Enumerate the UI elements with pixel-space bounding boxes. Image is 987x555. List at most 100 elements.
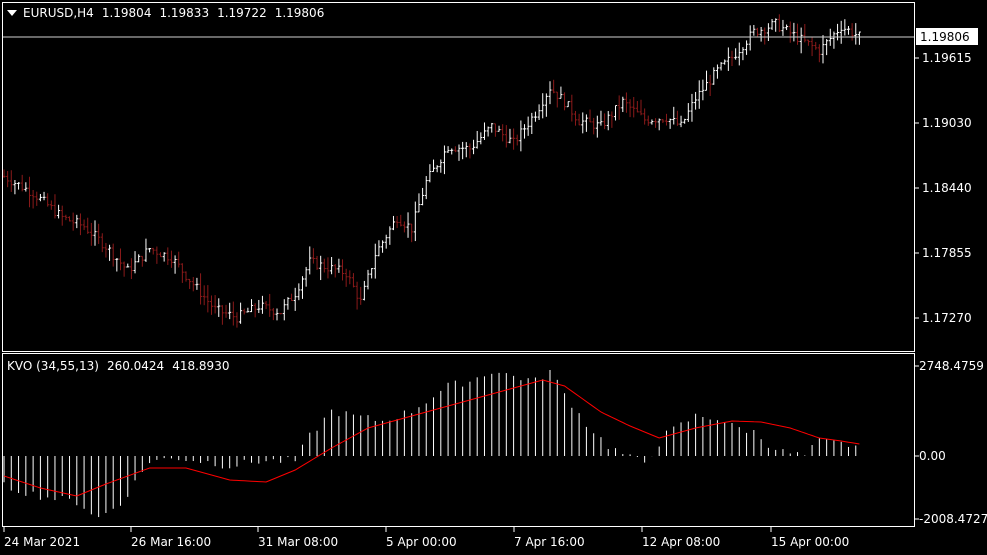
ohlc-bar	[330, 257, 334, 275]
ohlc-bar	[188, 278, 192, 289]
ohlc-bar	[162, 252, 166, 262]
ohlc-bar	[333, 264, 337, 278]
ohlc-bar	[104, 242, 108, 258]
ohlc-bar	[155, 246, 159, 264]
ohlc-bar	[417, 193, 421, 213]
ohlc-bar	[341, 259, 345, 281]
ohlc-bar	[752, 24, 756, 36]
ohlc-bar	[759, 27, 763, 42]
ohlc-bar	[366, 269, 370, 290]
ohlc-bar	[82, 219, 86, 231]
time-tick-label: 24 Mar 2021	[4, 535, 80, 549]
open-value: 1.19804	[101, 6, 152, 20]
ohlc-bar	[108, 244, 112, 261]
ohlc-bar	[519, 120, 523, 152]
ohlc-bar	[199, 273, 203, 305]
dropdown-triangle-icon[interactable]	[7, 9, 17, 16]
kvo-axis[interactable]: 2748.4759 0.00 -2008.4727	[915, 359, 987, 526]
ohlc-bar	[555, 91, 559, 108]
time-tick-label: 31 Mar 08:00	[258, 535, 338, 549]
ohlc-bar	[745, 40, 749, 55]
ohlc-bar	[486, 126, 490, 137]
ohlc-bar	[639, 99, 643, 116]
ohlc-bar	[326, 257, 330, 279]
ohlc-bar	[817, 44, 821, 63]
price-tick-label: 1.19030	[922, 116, 972, 130]
kvo-histogram	[3, 369, 857, 518]
ohlc-bar	[421, 187, 425, 206]
ohlc-bar	[319, 255, 323, 281]
kvo-tick-label: -2008.4727	[919, 512, 987, 526]
ohlc-bar	[723, 59, 727, 65]
ohlc-bar	[373, 243, 377, 279]
ohlc-bar	[275, 308, 279, 321]
ohlc-bar	[297, 283, 301, 301]
ohlc-bar	[846, 25, 850, 35]
ohlc-bar	[78, 213, 82, 236]
ohlc-bar	[89, 222, 93, 246]
ohlc-bar	[806, 39, 810, 46]
ohlc-bar	[588, 109, 592, 123]
ohlc-bar	[628, 99, 632, 118]
ohlc-bar	[118, 248, 122, 271]
ohlc-bar	[537, 104, 541, 121]
ohlc-bar	[213, 295, 217, 314]
ohlc-bar	[661, 118, 665, 124]
ohlc-bar	[450, 148, 454, 155]
ohlc-bar	[664, 113, 668, 126]
ohlc-bar	[206, 285, 210, 313]
ohlc-bar	[13, 179, 17, 195]
ohlc-bar	[686, 103, 690, 122]
ohlc-bar	[180, 263, 184, 283]
low-value: 1.19722	[217, 6, 267, 20]
ohlc-bar	[657, 118, 661, 131]
ohlc-bar	[512, 128, 516, 150]
ohlc-bar	[785, 24, 789, 31]
ohlc-bar	[592, 117, 596, 135]
ohlc-bar	[257, 299, 261, 314]
close-value: 1.19806	[274, 6, 325, 20]
ohlc-bar	[792, 22, 796, 42]
high-value: 1.19833	[159, 6, 210, 20]
ohlc-bar	[159, 252, 163, 258]
time-axis[interactable]: 24 Mar 2021 26 Mar 16:00 31 Mar 08:00 5 Apr…	[3, 527, 849, 549]
ohlc-bar	[246, 307, 250, 313]
ohlc-bar	[35, 191, 39, 206]
ohlc-bar	[239, 302, 243, 324]
ohlc-bar	[490, 122, 494, 133]
ohlc-bar	[668, 118, 672, 129]
ohlc-bar	[24, 182, 28, 192]
ohlc-bar	[821, 35, 825, 64]
ohlc-bar	[726, 47, 730, 71]
symbol-label: EURUSD,H4	[23, 6, 94, 20]
price-tick-label: 1.17855	[922, 246, 972, 260]
ohlc-bar	[395, 215, 399, 229]
ohlc-bar	[508, 128, 512, 144]
ohlc-bar	[843, 19, 847, 36]
ohlc-bar	[737, 42, 741, 66]
indicator-value-1: 260.0424	[106, 359, 165, 373]
ohlc-bar	[355, 281, 359, 310]
ohlc-bar	[253, 303, 257, 318]
time-tick-label: 7 Apr 16:00	[514, 535, 585, 549]
ohlc-bar	[632, 96, 636, 118]
ohlc-bar	[86, 217, 90, 234]
ohlc-bar	[526, 116, 530, 136]
ohlc-bar	[559, 86, 563, 99]
chart-header: EURUSD,H4 1.19804 1.19833 1.19722 1.19806	[7, 6, 324, 20]
ohlc-bar	[799, 27, 803, 54]
ohlc-bar	[311, 248, 315, 264]
ohlc-bar	[381, 240, 385, 253]
ohlc-bar	[584, 114, 588, 132]
ohlc-bar	[741, 47, 745, 61]
ohlc-bar	[148, 247, 152, 253]
price-axis[interactable]: 1.19806 1.19615 1.19030 1.18440 1.17855 1.17…	[915, 28, 978, 325]
ohlc-bar	[57, 204, 61, 219]
ohlc-bar	[766, 23, 770, 42]
price-tick-label: 1.19615	[922, 51, 972, 65]
price-tick-label: 1.17270	[922, 311, 972, 325]
ohlc-bar	[730, 50, 734, 67]
ohlc-bar	[570, 94, 574, 122]
indicator-value-2: 418.8930	[172, 359, 230, 373]
